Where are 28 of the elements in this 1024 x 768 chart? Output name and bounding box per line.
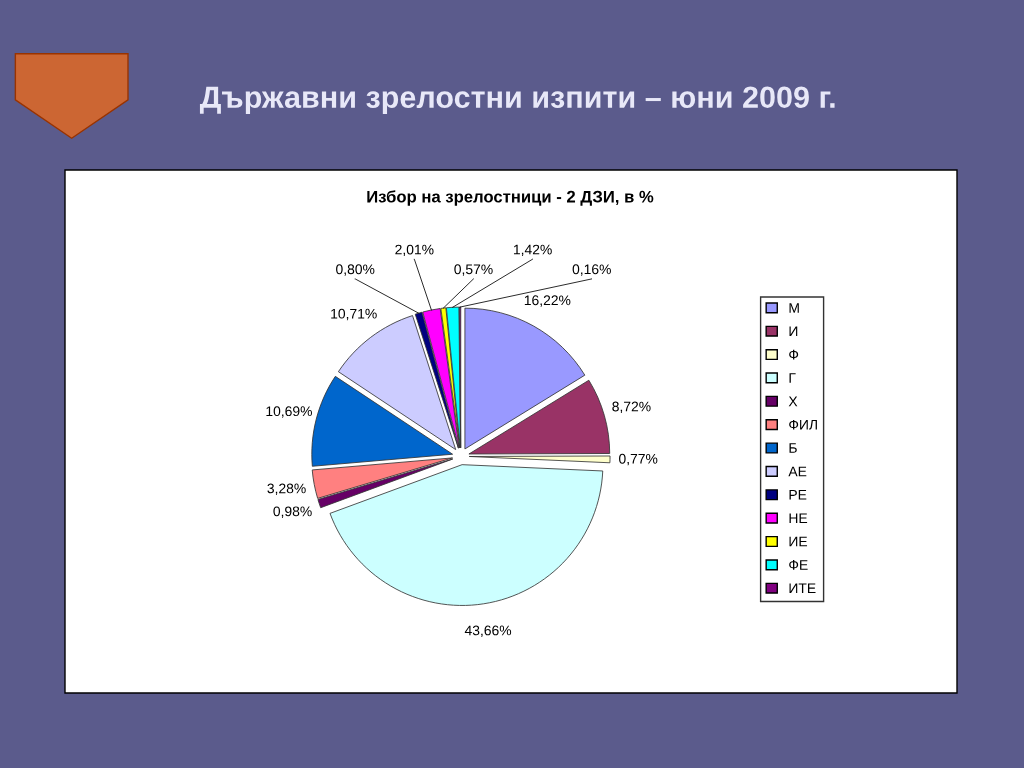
legend-label: ФЕ xyxy=(789,560,808,570)
chart-title: Държавни зрелостни изпити – юни 2009 г. xyxy=(199,86,835,115)
data-label: 10,71% xyxy=(331,308,377,321)
data-label: 0,57% xyxy=(454,264,493,276)
legend-label: Ф xyxy=(789,349,799,360)
legend-label: М xyxy=(789,303,799,313)
legend-label: И xyxy=(789,326,798,337)
data-label: 0,77% xyxy=(619,453,658,466)
data-label: 0,16% xyxy=(572,264,611,276)
legend-label: ИТЕ xyxy=(789,583,816,594)
legend-label: Б xyxy=(789,443,797,453)
legend-label: Х xyxy=(788,396,798,407)
data-label: 0,98% xyxy=(273,506,312,518)
data-label: 16,22% xyxy=(524,295,571,307)
data-label: 8,72% xyxy=(612,401,651,414)
data-label: 43,66% xyxy=(464,625,512,637)
data-label: 0,80% xyxy=(336,264,375,276)
legend-label: НЕ xyxy=(789,513,808,523)
legend-label: ИЕ xyxy=(789,536,808,547)
data-label: 3,28% xyxy=(267,483,306,495)
data-label: 2,01% xyxy=(395,244,434,257)
data-label: 1,42% xyxy=(513,244,552,257)
legend-label: РЕ xyxy=(789,490,807,500)
legend-label: АЕ xyxy=(788,466,807,477)
legend-label: ФИЛ xyxy=(789,419,817,430)
legend-label: Г xyxy=(789,373,796,383)
chart-subtitle: Избор на зрелостници - 2 ДЗИ, в % xyxy=(367,190,654,206)
data-label: 10,69% xyxy=(266,406,312,418)
